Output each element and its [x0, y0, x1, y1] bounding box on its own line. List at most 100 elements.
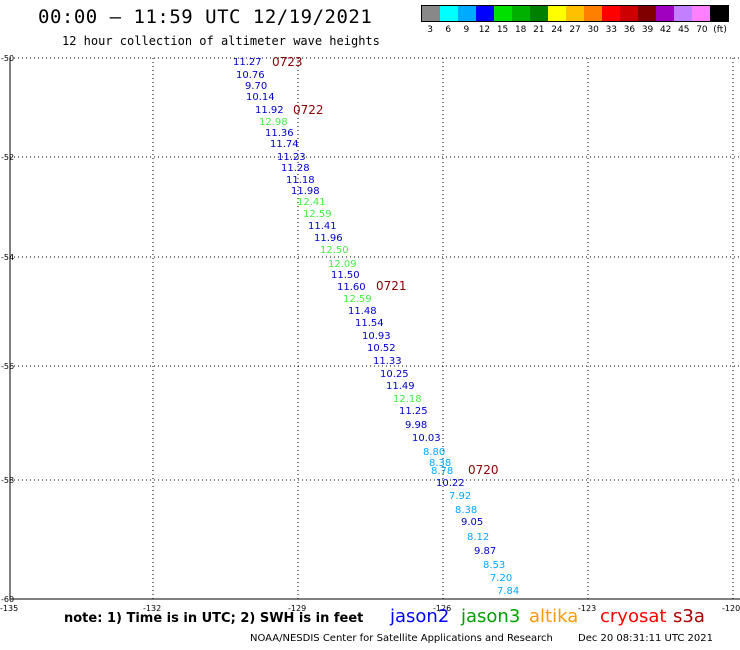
- swh-value-label: 11.54: [355, 318, 384, 329]
- swh-value-label: 12.98: [259, 117, 288, 128]
- swh-value-label: 9.70: [245, 81, 267, 92]
- swh-value-label: 11.60: [337, 282, 366, 293]
- swh-value-label: 12.41: [297, 197, 326, 208]
- satellite-s3a: s3a: [673, 606, 705, 627]
- satellite-cryosat: cryosat: [600, 606, 667, 627]
- satellite-jason2: jason2: [390, 606, 450, 627]
- swh-value-label: 12.59: [303, 209, 332, 220]
- swh-value-label: 10.22: [436, 478, 465, 489]
- swh-value-label: 10.03: [412, 433, 441, 444]
- legend-label: 45: [678, 25, 690, 35]
- lat-tick-label: -54: [1, 253, 14, 262]
- swh-value-label: 11.96: [314, 233, 343, 244]
- swh-value-label: 12.59: [343, 294, 372, 305]
- swh-value-label: 11.41: [308, 221, 337, 232]
- swh-value-label: 11.50: [331, 270, 360, 281]
- lon-tick-label: -135: [0, 604, 18, 613]
- swh-value-label: 11.25: [399, 406, 428, 417]
- satellite-altika: altika: [529, 606, 579, 627]
- swh-value-label: 10.14: [246, 92, 275, 103]
- swh-value-label: 12.09: [328, 259, 357, 270]
- lon-tick-label: -123: [578, 604, 596, 613]
- legend-label: 36: [623, 25, 636, 35]
- swh-value-label: 8.53: [483, 560, 505, 571]
- swh-value-label: 11.33: [373, 356, 402, 367]
- swh-value-label: 10.25: [380, 369, 409, 380]
- swh-value-label: 8.80: [423, 447, 445, 458]
- legend-swatch: [710, 6, 728, 21]
- lon-tick-label: -129: [288, 604, 306, 613]
- legend-label: (ft): [713, 25, 727, 35]
- legend-swatch: [530, 6, 548, 21]
- satellite-jason3: jason3: [461, 606, 521, 627]
- swh-value-label: 11.28: [281, 163, 310, 174]
- swh-value-label: 7.84: [497, 586, 519, 597]
- swh-value-label: 8.12: [467, 532, 489, 543]
- legend-swatch: [638, 6, 656, 21]
- swh-value-label: 10.76: [236, 70, 265, 81]
- legend-label: 15: [496, 25, 509, 35]
- lat-tick-label: -56: [1, 362, 14, 371]
- legend-swatch: [548, 6, 566, 21]
- swh-value-label: 11.49: [386, 381, 415, 392]
- legend-swatch: [692, 6, 710, 21]
- color-legend: 3 6 9 12 15 18 21 24 27 30 33 36 39 42 45 70 (ft): [421, 5, 729, 37]
- legend-swatches: [421, 5, 729, 22]
- pass-time-marker: 0722: [293, 103, 324, 117]
- lon-tick-label: -120: [722, 604, 740, 613]
- legend-label: 6: [445, 25, 452, 35]
- legend-swatch: [674, 6, 692, 21]
- lat-tick-label: -60: [1, 595, 14, 604]
- legend-label: 42: [659, 25, 672, 35]
- credit-line: NOAA/NESDIS Center for Satellite Applica…: [250, 633, 553, 644]
- legend-swatch: [476, 6, 494, 21]
- page-subtitle: 12 hour collection of altimeter wave hei…: [62, 34, 380, 48]
- legend-label: 12: [478, 25, 491, 35]
- legend-swatch: [494, 6, 512, 21]
- legend-label: 30: [587, 25, 599, 35]
- pass-time-marker: 0723: [272, 55, 303, 69]
- legend-label: 70: [696, 25, 708, 35]
- generation-timestamp: Dec 20 08:31:11 UTC 2021: [578, 633, 713, 644]
- legend-swatch: [566, 6, 584, 21]
- legend-swatch: [656, 6, 674, 21]
- lat-tick-label: -58: [1, 476, 14, 485]
- lon-tick-label: -132: [143, 604, 161, 613]
- swh-value-label: 11.36: [265, 128, 294, 139]
- pass-time-marker: 0720: [468, 463, 499, 477]
- swh-value-label: 11.23: [277, 152, 306, 163]
- swh-value-label: 11.92: [255, 105, 284, 116]
- swh-value-label: 12.18: [393, 394, 422, 405]
- footer-note: note: 1) Time is in UTC; 2) SWH is in fe…: [64, 611, 364, 626]
- legend-swatch: [512, 6, 530, 21]
- swh-value-label: 10.93: [362, 331, 391, 342]
- lon-tick-label: -126: [433, 604, 451, 613]
- legend-label: 27: [569, 25, 581, 35]
- legend-swatch: [602, 6, 620, 21]
- legend-label: 9: [463, 25, 470, 35]
- legend-label: 33: [605, 25, 618, 35]
- swh-value-label: 7.92: [449, 491, 471, 502]
- lat-tick-label: -52: [1, 153, 14, 162]
- swh-value-label: 8.78: [431, 466, 453, 477]
- legend-swatch: [458, 6, 476, 21]
- legend-labels: 3 6 9 12 15 18 21 24 27 30 33 36 39 42 45 70 (ft): [421, 25, 729, 35]
- swh-value-label: 12.50: [320, 245, 349, 256]
- legend-label: 39: [641, 25, 654, 35]
- page-title: 00:00 – 11:59 UTC 12/19/2021: [38, 6, 373, 28]
- swh-value-label: 9.98: [405, 420, 427, 431]
- swh-value-label: 9.87: [474, 546, 496, 557]
- legend-label: 18: [514, 25, 527, 35]
- lat-tick-label: -50: [1, 54, 14, 63]
- legend-label: 24: [551, 25, 563, 35]
- legend-swatch: [584, 6, 602, 21]
- swh-value-label: 9.05: [461, 517, 483, 528]
- legend-swatch: [620, 6, 638, 21]
- swh-value-label: 11.27: [233, 57, 262, 68]
- swh-value-label: 10.52: [367, 343, 396, 354]
- swh-value-label: 11.18: [286, 175, 315, 186]
- legend-label: 21: [533, 25, 545, 35]
- swh-value-label: 11.74: [270, 139, 299, 150]
- swh-value-label: 11.48: [348, 306, 377, 317]
